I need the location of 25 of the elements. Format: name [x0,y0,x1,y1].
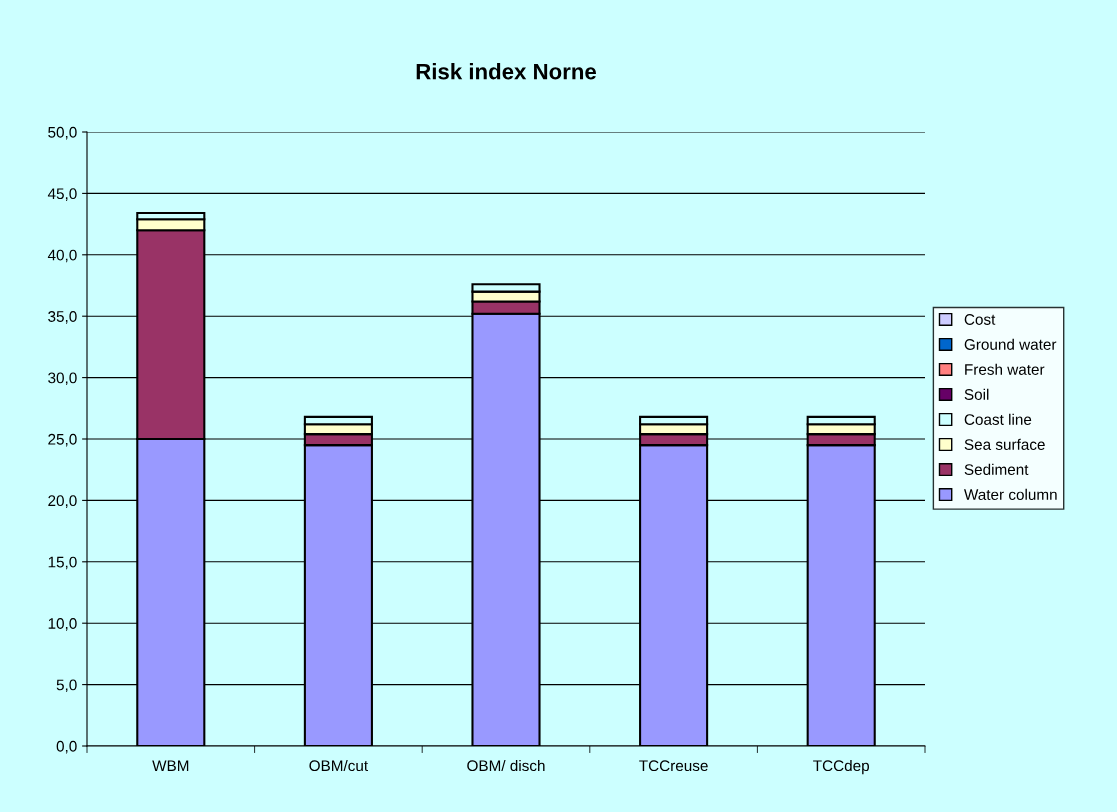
chart-title: Risk index Norne [416,63,597,80]
x-tick-label: WBM [152,760,189,771]
legend-label: Cost [964,314,996,325]
legend-label: Fresh water [965,363,1045,375]
y-tick-label: 20,0 [48,495,77,508]
y-tick-label: 35,0 [48,311,77,324]
x-tick-label: TCCreuse [639,760,708,772]
x-tick-label: TCCdep [813,759,870,775]
y-tick-label: 40,0 [47,249,77,263]
y-tick-label: 45,0 [47,188,77,201]
y-tick-label: 30,0 [48,372,77,386]
x-tick-label: OBM/ disch [467,759,545,772]
legend-label: Water column [964,488,1057,500]
y-tick-label: 0,0 [56,740,77,754]
y-tick-label: 5,0 [56,679,77,693]
x-tick-label: OBM/cut [309,759,368,772]
legend-label: Soil [964,388,989,400]
y-tick-label: 15,0 [48,556,77,570]
y-tick-label: 50,0 [48,126,77,140]
legend-label: Ground water [964,338,1057,350]
legend-label: Sea surface [964,438,1045,450]
legend-label: Coast line [964,413,1032,425]
y-tick-label: 25,0 [48,433,77,447]
legend-label: Sediment [964,463,1029,475]
y-tick-label: 10,0 [48,618,77,631]
